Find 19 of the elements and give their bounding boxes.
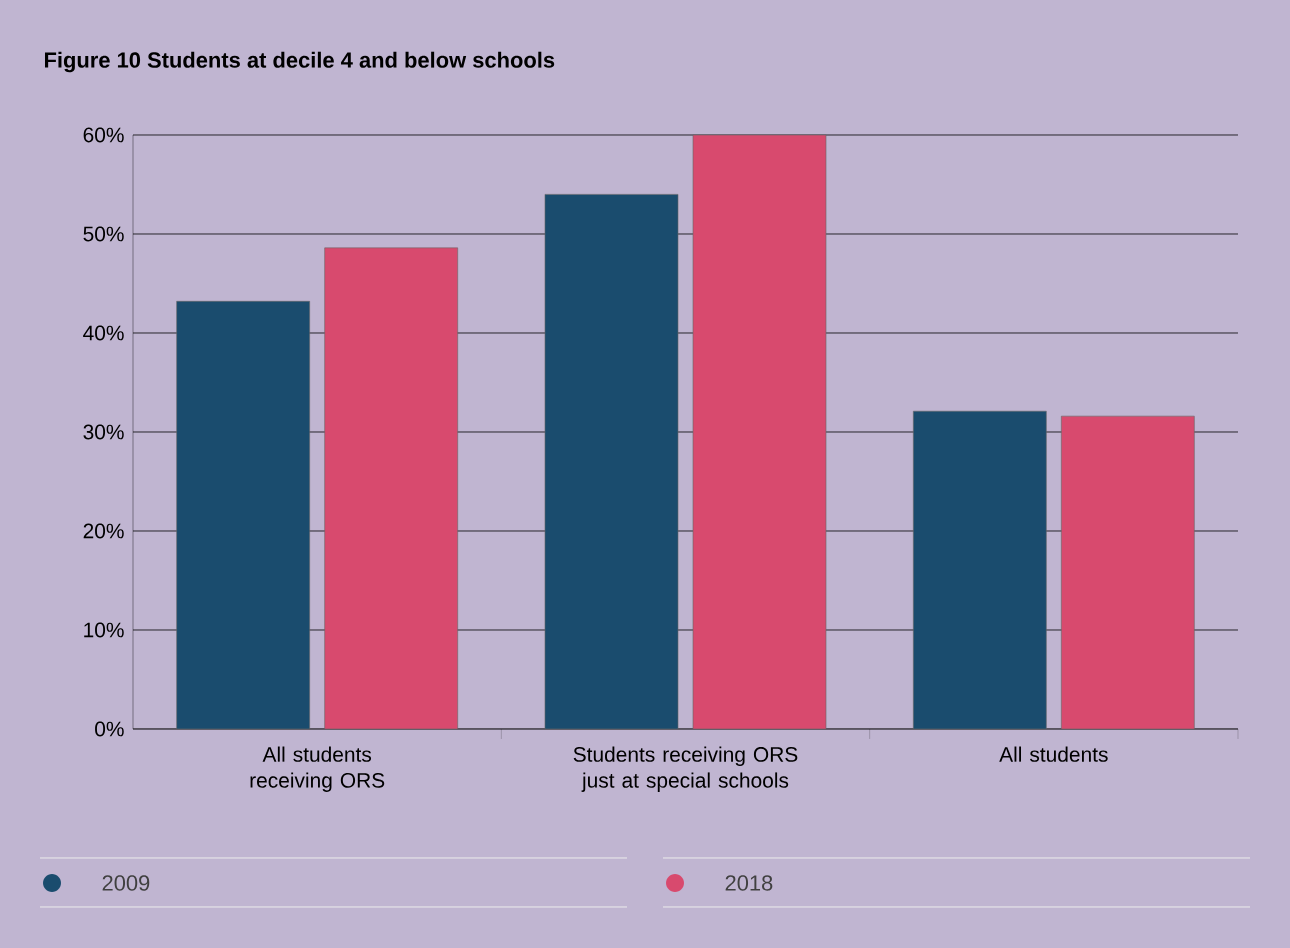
bar — [324, 247, 458, 730]
x-tick-label: All students receiving ORS — [250, 746, 385, 792]
legend-label: 2009 — [102, 875, 150, 891]
y-tick-label: 10% — [84, 622, 124, 638]
bar — [1061, 415, 1195, 730]
y-tick-label: 50% — [83, 226, 124, 242]
bar — [544, 194, 679, 730]
y-tick-label: 20% — [83, 523, 124, 539]
x-tick-label: Students receiving ORS just at special schools — [573, 746, 798, 792]
y-tick-label: 60% — [83, 127, 124, 143]
y-tick-label: 30% — [83, 424, 124, 440]
y-tick-label: 40% — [83, 325, 124, 341]
x-tick-label: All students — [999, 746, 1108, 762]
bar — [176, 301, 310, 730]
legend-label: 2018 — [725, 875, 773, 891]
bar — [913, 410, 1047, 730]
bar — [692, 134, 827, 730]
chart-title: Figure 10 Students at decile 4 and below schools — [45, 51, 555, 73]
y-tick-label: 0% — [95, 721, 124, 737]
